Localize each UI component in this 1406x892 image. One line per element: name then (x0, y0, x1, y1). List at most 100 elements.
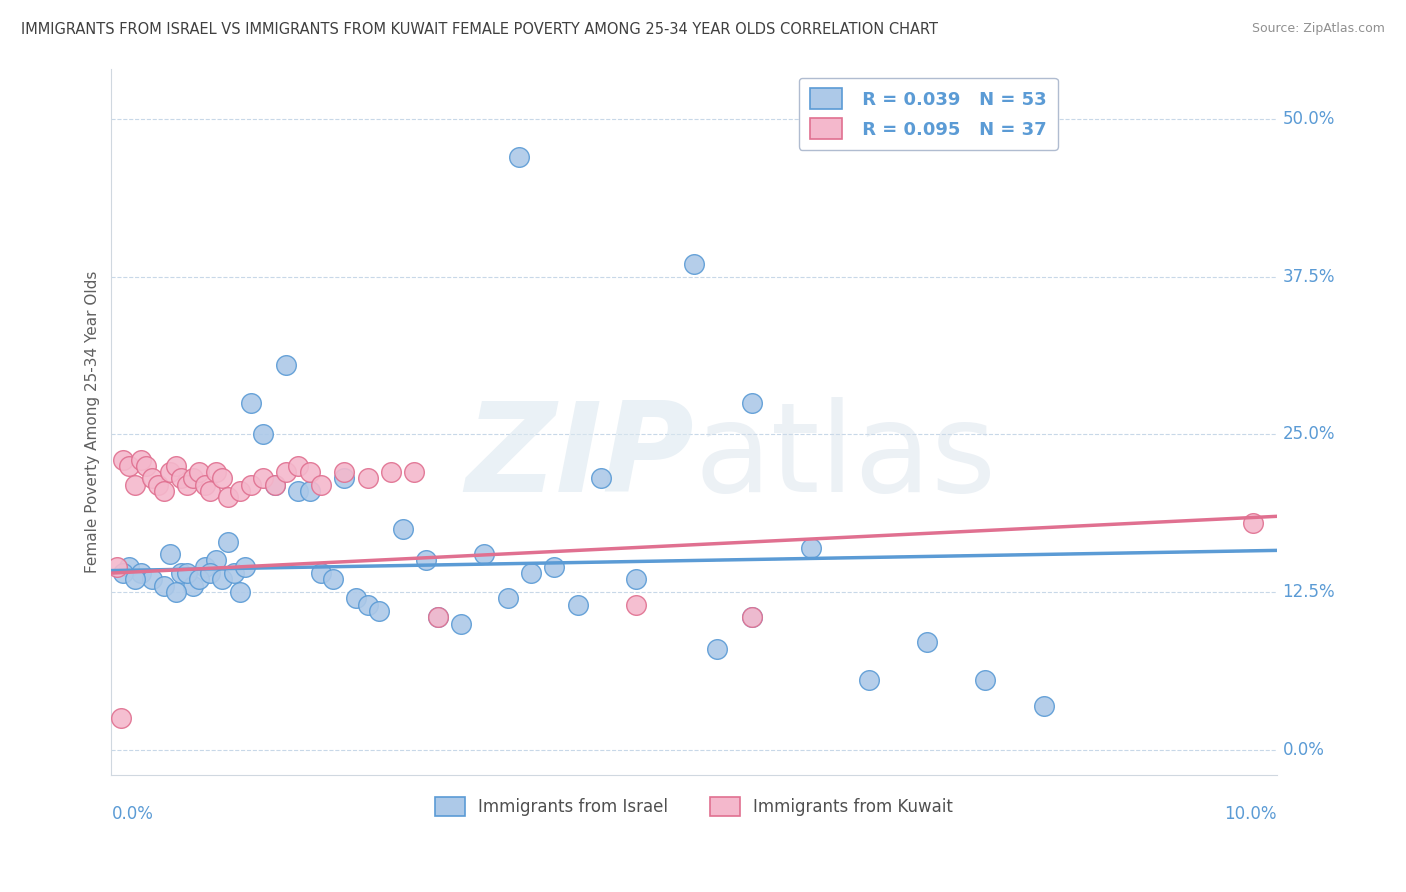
Point (211, 573, 233, 587)
Point (624, 598, 647, 612)
Point (124, 477, 146, 491)
Point (309, 566, 332, 580)
Point (287, 484, 309, 499)
Point (858, 673, 880, 688)
Point (357, 471, 380, 485)
Legend: Immigrants from Israel, Immigrants from Kuwait: Immigrants from Israel, Immigrants from … (429, 790, 960, 823)
Point (217, 534, 239, 549)
Point (589, 471, 612, 485)
Point (141, 471, 163, 485)
Point (391, 522, 413, 536)
Point (333, 465, 356, 479)
Point (741, 396, 763, 410)
Point (129, 452, 152, 467)
Point (426, 610, 449, 624)
Point (287, 458, 309, 473)
Point (135, 458, 157, 473)
Point (110, 711, 132, 725)
Point (543, 559, 565, 574)
Point (211, 471, 233, 485)
Point (276, 358, 298, 372)
Point (472, 547, 495, 561)
Point (298, 484, 321, 499)
Point (322, 573, 344, 587)
Point (276, 465, 298, 479)
Text: atlas: atlas (695, 397, 997, 517)
Point (741, 610, 763, 624)
Point (252, 471, 274, 485)
Point (194, 559, 217, 574)
Point (159, 465, 181, 479)
Point (170, 471, 193, 485)
Point (187, 465, 209, 479)
Point (112, 566, 135, 580)
Point (112, 452, 135, 467)
Point (415, 553, 437, 567)
Text: 37.5%: 37.5% (1282, 268, 1336, 285)
Text: ZIP: ZIP (465, 397, 695, 517)
Point (426, 610, 449, 624)
Point (240, 396, 263, 410)
Text: 50.0%: 50.0% (1282, 110, 1334, 128)
Point (683, 257, 706, 271)
Point (380, 465, 402, 479)
Point (263, 477, 285, 491)
Point (228, 585, 250, 599)
Point (194, 477, 217, 491)
Point (146, 477, 169, 491)
Point (404, 465, 426, 479)
Point (1032, 698, 1054, 713)
Point (228, 484, 250, 499)
Point (176, 477, 198, 491)
Y-axis label: Female Poverty Among 25-34 Year Olds: Female Poverty Among 25-34 Year Olds (86, 270, 100, 573)
Point (496, 591, 519, 606)
Point (222, 566, 245, 580)
Point (124, 573, 146, 587)
Text: 10.0%: 10.0% (1225, 805, 1277, 823)
Point (520, 566, 543, 580)
Point (181, 471, 204, 485)
Point (205, 465, 228, 479)
Point (217, 491, 239, 505)
Text: 25.0%: 25.0% (1282, 425, 1336, 443)
Point (1241, 516, 1264, 530)
Point (508, 150, 530, 164)
Point (153, 484, 176, 499)
Point (706, 641, 728, 656)
Point (263, 477, 285, 491)
Point (176, 566, 198, 580)
Point (240, 477, 263, 491)
Point (118, 458, 141, 473)
Point (165, 585, 187, 599)
Point (624, 573, 647, 587)
Point (298, 465, 321, 479)
Point (800, 541, 823, 555)
Text: Source: ZipAtlas.com: Source: ZipAtlas.com (1251, 22, 1385, 36)
Text: 12.5%: 12.5% (1282, 583, 1336, 601)
Point (165, 458, 187, 473)
Point (105, 559, 128, 574)
Point (205, 553, 228, 567)
Point (153, 579, 176, 593)
Text: 0.0%: 0.0% (111, 805, 153, 823)
Point (741, 610, 763, 624)
Point (170, 566, 193, 580)
Point (333, 471, 356, 485)
Point (915, 635, 938, 649)
Point (181, 579, 204, 593)
Text: IMMIGRANTS FROM ISRAEL VS IMMIGRANTS FROM KUWAIT FEMALE POVERTY AMONG 25-34 YEAR: IMMIGRANTS FROM ISRAEL VS IMMIGRANTS FRO… (21, 22, 938, 37)
Point (368, 604, 391, 618)
Point (187, 573, 209, 587)
Point (235, 559, 257, 574)
Text: 0.0%: 0.0% (1282, 740, 1324, 759)
Point (159, 547, 181, 561)
Point (567, 598, 589, 612)
Point (200, 484, 222, 499)
Point (357, 598, 380, 612)
Point (200, 566, 222, 580)
Point (118, 559, 141, 574)
Point (309, 477, 332, 491)
Point (344, 591, 367, 606)
Point (974, 673, 997, 688)
Point (252, 427, 274, 442)
